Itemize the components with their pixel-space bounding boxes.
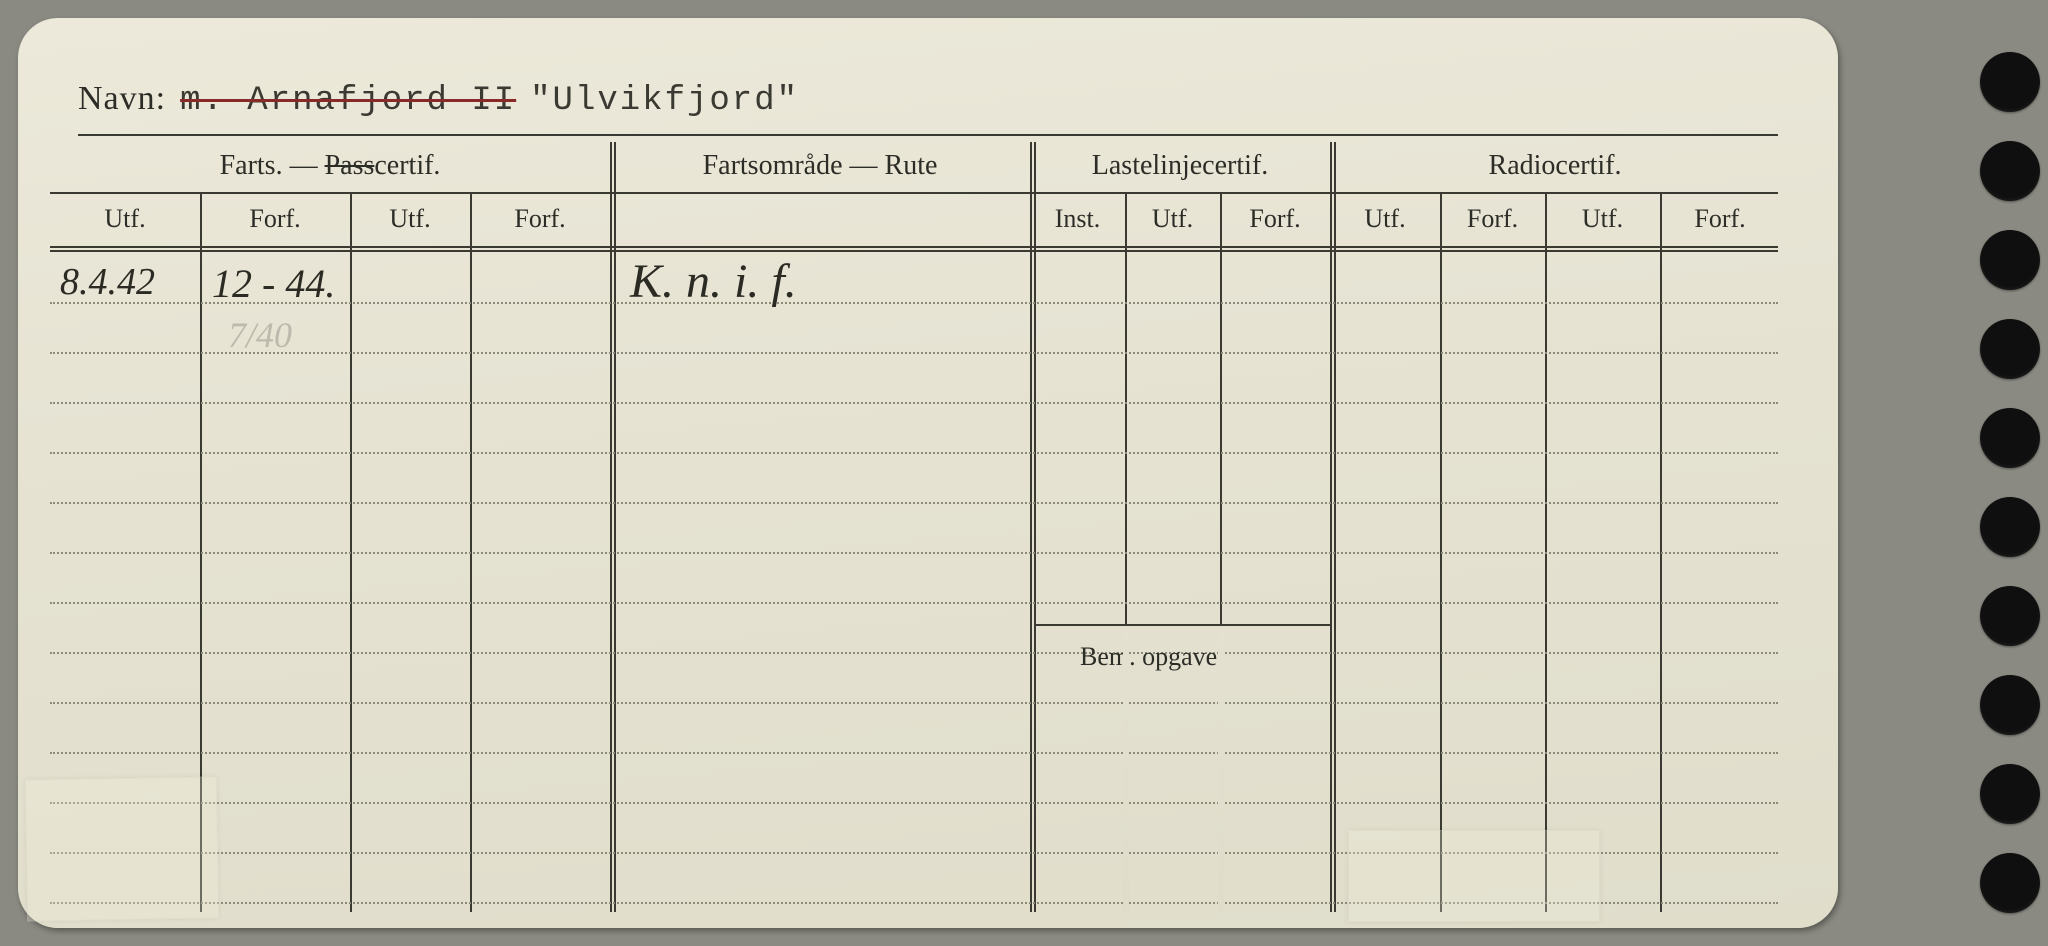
row-line	[50, 192, 1778, 194]
hole	[1980, 319, 2040, 379]
laste-sep	[1034, 624, 1332, 626]
hole	[1980, 764, 2040, 824]
navn-label: Navn:	[78, 80, 166, 118]
hdr-farts: Farts. — Passcertif.	[50, 150, 610, 182]
hole	[1980, 497, 2040, 557]
tape	[1348, 830, 1600, 922]
hole	[1980, 853, 2040, 913]
col-line	[610, 142, 612, 912]
hole	[1980, 141, 2040, 201]
dotted-row	[50, 602, 1778, 604]
sub-utf: Utf.	[1125, 204, 1220, 234]
sub-forf: Forf.	[470, 204, 610, 234]
form-grid: Farts. — Passcertif. Fartsområde — Rute …	[50, 142, 1778, 912]
hole	[1980, 586, 2040, 646]
dotted-row	[50, 652, 1778, 654]
sub-utf: Utf.	[50, 204, 200, 234]
cell-forf-2-faint: 7/40	[228, 314, 292, 356]
binder-holes	[1980, 52, 2040, 913]
dotted-row	[50, 552, 1778, 554]
sub-forf: Forf.	[200, 204, 350, 234]
index-card: Navn: m. Arnafjord II "Ulvikfjord" Farts…	[18, 18, 1838, 928]
dotted-row	[50, 752, 1778, 754]
bem-opgave: Bem. opgave	[1080, 642, 1217, 672]
navn-struck: m. Arnafjord II	[180, 82, 516, 120]
cell-rute-1: K. n. i. f.	[630, 254, 797, 309]
hole	[1980, 675, 2040, 735]
hdr-farts-suf: certif.	[374, 150, 440, 181]
hdr-farts-struck: Pass	[325, 150, 375, 181]
col-line	[1330, 142, 1332, 912]
dotted-row	[50, 802, 1778, 804]
sub-utf: Utf.	[1545, 204, 1660, 234]
hdr-laste: Lastelinjecertif.	[1030, 150, 1330, 182]
cell-forf-1: 12 - 44.	[212, 260, 335, 307]
hole	[1980, 230, 2040, 290]
sub-inst: Inst.	[1030, 204, 1125, 234]
sub-utf: Utf.	[1330, 204, 1440, 234]
dotted-row	[50, 502, 1778, 504]
hdr-farts-pre: Farts. —	[220, 150, 325, 181]
navn-quoted: "Ulvikfjord"	[530, 82, 799, 120]
dotted-row	[50, 352, 1778, 354]
hole	[1980, 52, 2040, 112]
sub-forf: Forf.	[1220, 204, 1330, 234]
hdr-radio: Radiocertif.	[1330, 150, 1780, 182]
sub-forf: Forf.	[1660, 204, 1780, 234]
hdr-rute: Fartsområde — Rute	[610, 150, 1030, 182]
mask	[1123, 626, 1129, 912]
row-line	[50, 246, 1778, 248]
hole	[1980, 408, 2040, 468]
sub-forf: Forf.	[1440, 204, 1545, 234]
sub-utf: Utf.	[350, 204, 470, 234]
col-line	[1030, 142, 1032, 912]
navn-row: Navn: m. Arnafjord II "Ulvikfjord"	[78, 80, 1778, 136]
dotted-row	[50, 702, 1778, 704]
cell-utf-1: 8.4.42	[60, 260, 155, 304]
tape	[25, 776, 219, 921]
dotted-row	[50, 402, 1778, 404]
dotted-row	[50, 452, 1778, 454]
mask	[1218, 626, 1224, 912]
